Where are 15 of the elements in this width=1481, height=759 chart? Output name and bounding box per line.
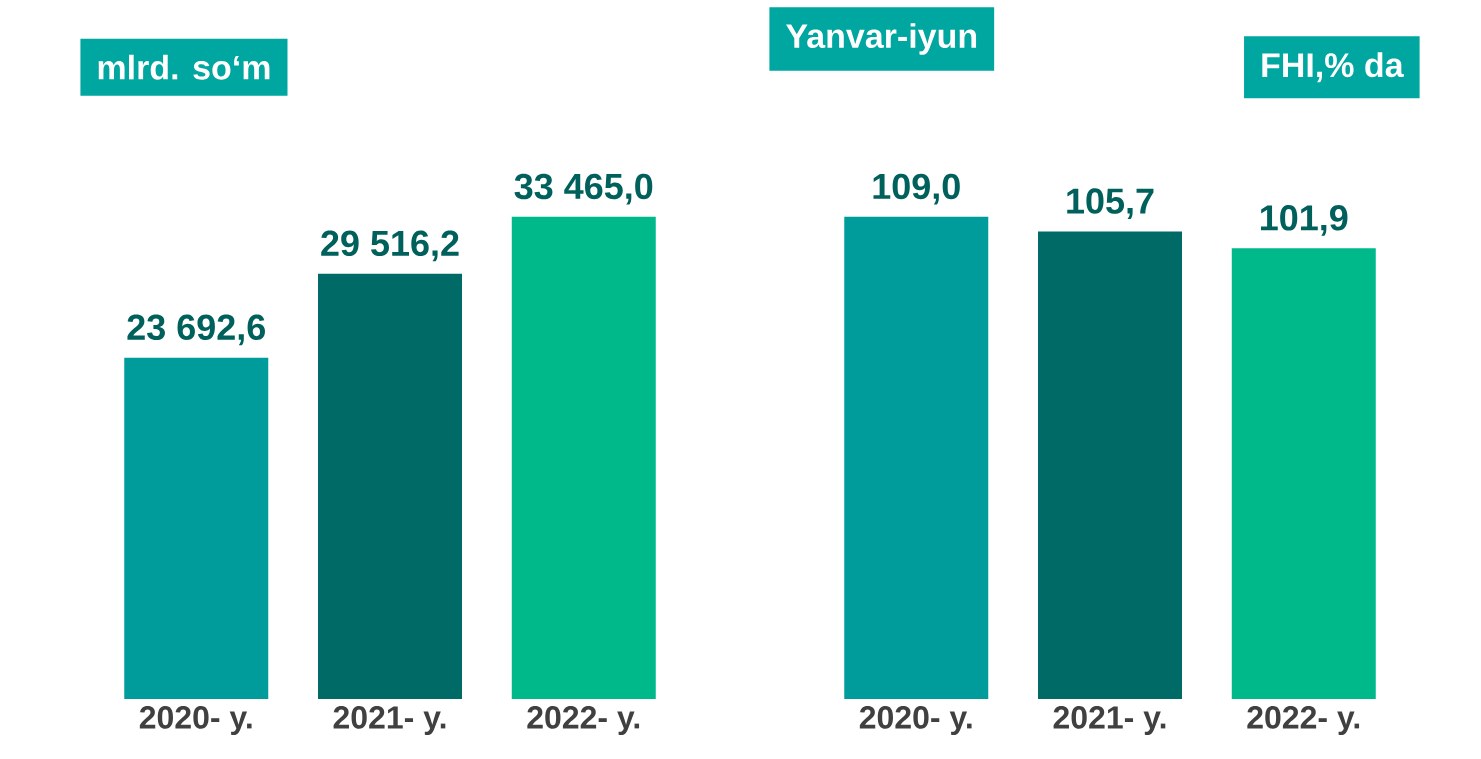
x-tick-label: 2020- y.: [139, 706, 252, 736]
data-label: 23 692,6: [127, 314, 265, 346]
chart-title: Yanvar-iyun: [786, 23, 977, 55]
data-label: 29 516,2: [321, 230, 459, 262]
y-axis-title: FHI,% da: [1262, 52, 1404, 83]
data-label: 109,0: [873, 173, 960, 205]
x-tick-label: 2022- y.: [527, 706, 640, 736]
x-tick-label: 2020- y.: [859, 706, 972, 736]
data-label: 101,9: [1260, 205, 1348, 236]
x-tick-label: 2021- y.: [333, 706, 446, 736]
x-tick-label: 2021- y.: [1053, 706, 1166, 736]
data-label: 105,7: [1067, 188, 1154, 220]
y-axis-title: mlrd. so‘m: [98, 54, 270, 80]
x-tick-label: 2022- y.: [1247, 706, 1360, 736]
data-label: 33 465,0: [514, 173, 653, 205]
